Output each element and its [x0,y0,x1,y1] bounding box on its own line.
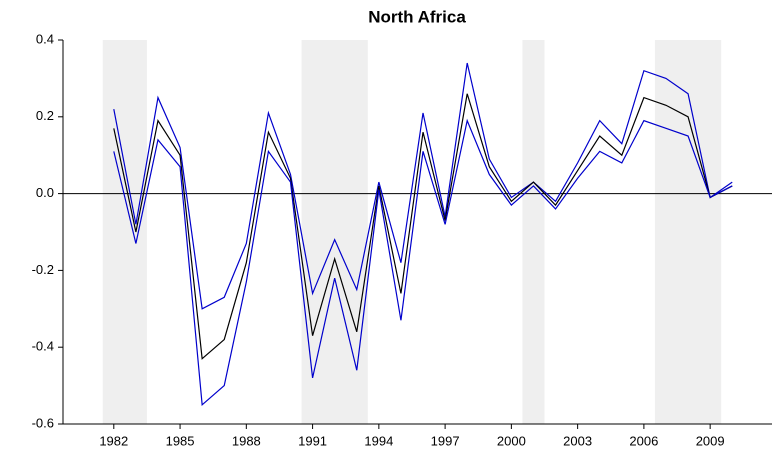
y-tick-label: -0.2 [32,262,54,277]
chart-title: North Africa [368,7,466,26]
y-tick-label: 0.2 [36,108,54,123]
x-tick-label: 2009 [696,433,725,448]
x-tick-label: 1985 [166,433,195,448]
x-tick-label: 2003 [563,433,592,448]
x-tick-label: 1982 [99,433,128,448]
shaded-region [301,40,368,424]
series-line [113,62,733,310]
shaded-region [522,40,545,424]
y-tick-label: -0.4 [32,339,54,354]
x-tick-label: 2006 [629,433,658,448]
x-tick-label: 1994 [364,433,393,448]
y-tick-label: 0.0 [36,185,54,200]
series-line [113,118,733,407]
x-tick-label: 1997 [431,433,460,448]
shaded-region [102,40,147,424]
x-tick-label: 1988 [232,433,261,448]
x-tick-label: 1991 [298,433,327,448]
shaded-region [654,40,722,424]
x-tick-label: 2000 [497,433,526,448]
y-tick-label: -0.6 [32,415,54,430]
series-line [113,93,733,360]
y-tick-label: 0.4 [36,31,54,46]
